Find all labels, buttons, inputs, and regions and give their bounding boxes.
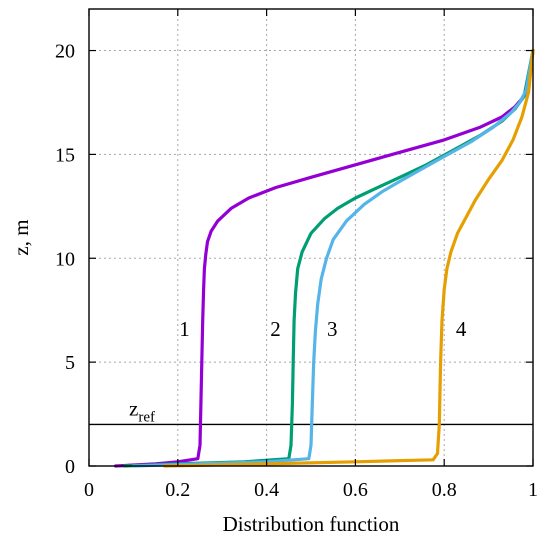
x-tick-label: 0.2	[165, 479, 190, 501]
x-tick-label: 0.4	[254, 479, 279, 501]
y-tick-label: 5	[65, 352, 75, 374]
x-tick-label: 0.8	[432, 479, 457, 501]
series-1-label: 1	[179, 317, 190, 341]
zref-label: zref	[129, 396, 155, 425]
zref-label-base: z	[129, 396, 138, 420]
series-4-label: 4	[456, 317, 467, 341]
zref-label-sub: ref	[138, 409, 155, 425]
y-tick-label: 15	[55, 144, 75, 166]
plot-frame	[88, 8, 534, 467]
series-2-label: 2	[270, 317, 281, 341]
series-layer	[114, 48, 535, 468]
x-tick-label: 1	[528, 479, 538, 501]
series-3-line	[131, 48, 535, 468]
series-4-line	[162, 48, 535, 468]
series-3-label: 3	[327, 317, 338, 341]
series-1-line	[114, 48, 535, 468]
x-tick-label: 0	[84, 479, 94, 501]
tick-layer	[88, 9, 534, 467]
y-tick-label: 10	[55, 248, 75, 270]
y-axis-label: z, m	[9, 219, 33, 255]
grid-layer	[89, 9, 533, 466]
x-axis-label: Distribution function	[223, 512, 400, 536]
y-tick-label: 20	[55, 41, 75, 63]
x-tick-label: 0.6	[343, 479, 368, 501]
y-tick-label: 0	[65, 456, 75, 478]
